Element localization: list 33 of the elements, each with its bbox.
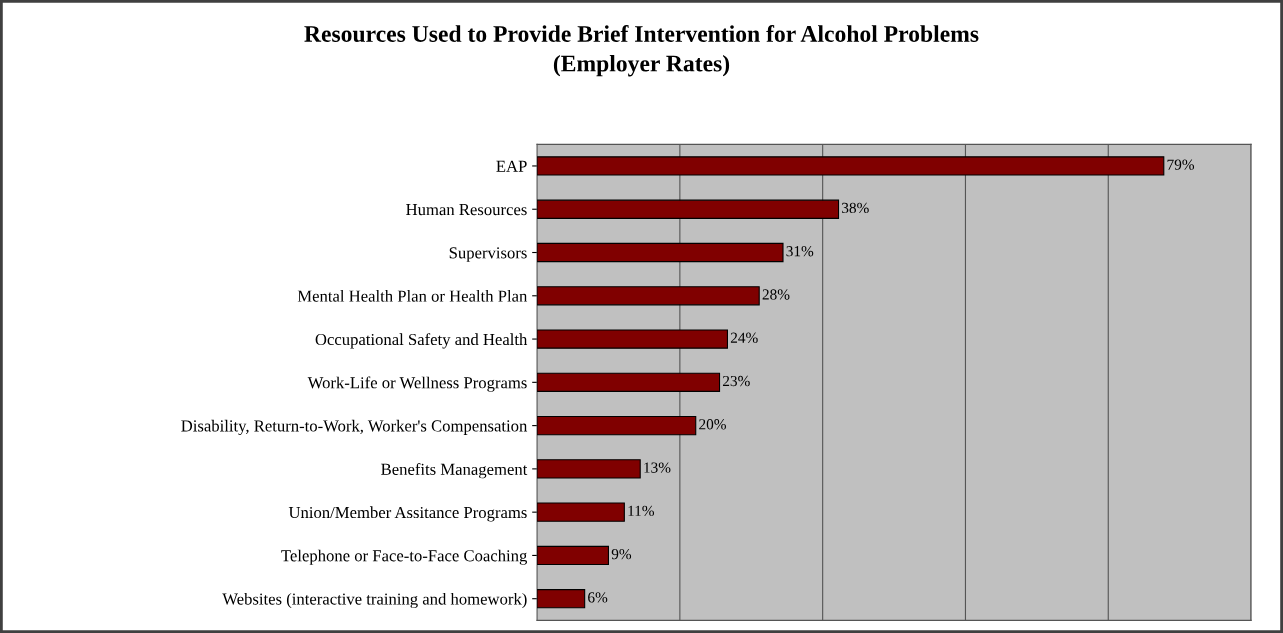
data-label: 20% [699,419,726,430]
data-label: 31% [786,246,814,257]
bar [537,589,586,609]
bar [537,329,729,349]
chart-title: Resources Used to Provide Brief Intervention for Alcohol Problems (Employer Rates) [304,25,979,77]
y-tick-label: Supervisors [449,247,527,262]
bar [537,545,610,566]
y-tick-label: Telephone or Face-to-Face Coaching [281,549,528,565]
bar [537,502,625,522]
y-tick-label: Benefits Management [381,463,528,479]
y-tick-label: Websites (interactive training and homework) [222,592,527,609]
y-tick-label: Mental Health Plan or Health Plan [297,290,528,302]
y-tick-label: Disability, Return-to-Work, Worker's Compensation [181,419,528,435]
y-tick-label: Work-Life or Wellness Programs [307,376,527,392]
data-label: 38% [842,202,869,214]
data-label: 79% [1167,159,1195,170]
bar [537,372,721,392]
data-label: 6% [588,592,608,603]
bar [537,415,697,436]
y-tick-label: Occupational Safety and Health [315,333,528,349]
data-label: 28% [762,289,790,300]
data-label: 11% [628,505,655,517]
y-tick-label: Union/Member Assitance Programs [288,506,527,522]
data-label: 24% [730,332,758,343]
data-label: 9% [611,548,632,560]
data-label: 23% [722,375,750,387]
bar [537,286,760,306]
bar [537,156,1165,176]
bar [537,199,840,219]
bar [537,242,784,263]
data-label: 13% [644,462,671,473]
y-tick-label: Human Resources [406,204,527,216]
y-tick-label: EAP [496,160,527,172]
